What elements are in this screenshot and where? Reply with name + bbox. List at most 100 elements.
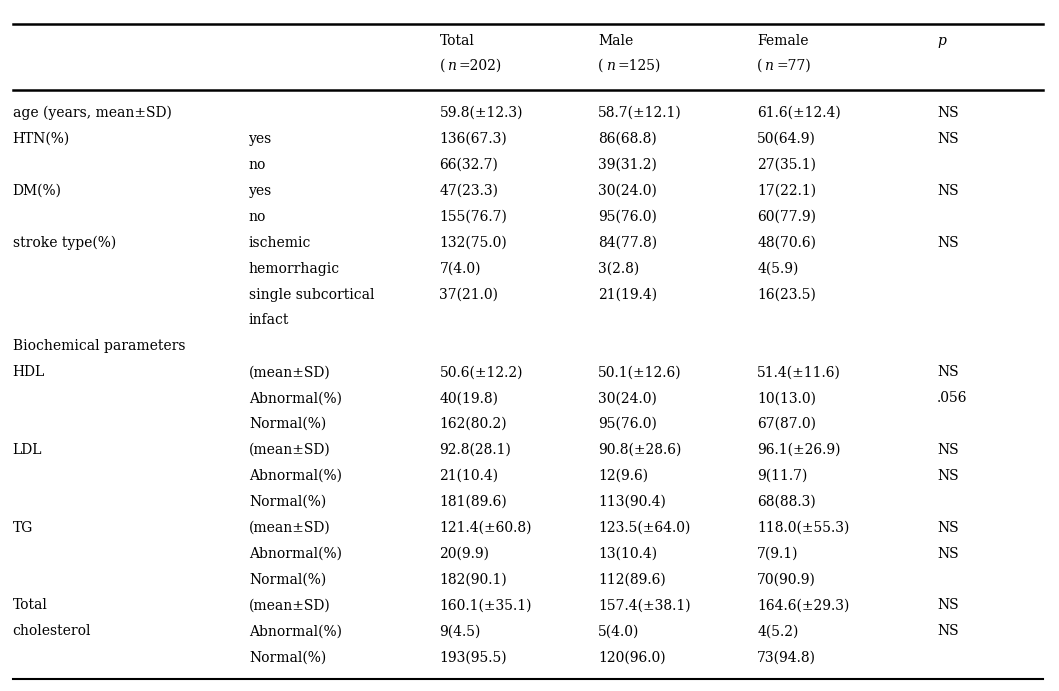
Text: 90.8(±28.6): 90.8(±28.6)	[598, 443, 682, 457]
Text: 112(89.6): 112(89.6)	[598, 573, 666, 587]
Text: 67(87.0): 67(87.0)	[757, 417, 816, 431]
Text: no: no	[249, 210, 266, 224]
Text: 37(21.0): 37(21.0)	[439, 287, 499, 301]
Text: stroke type(%): stroke type(%)	[13, 236, 115, 250]
Text: .056: .056	[937, 391, 968, 405]
Text: n: n	[606, 59, 614, 73]
Text: ischemic: ischemic	[249, 236, 311, 249]
Text: Normal(%): Normal(%)	[249, 495, 326, 509]
Text: 59.8(±12.3): 59.8(±12.3)	[439, 106, 523, 120]
Text: 30(24.0): 30(24.0)	[598, 184, 658, 198]
Text: LDL: LDL	[13, 443, 42, 457]
Text: NS: NS	[937, 469, 958, 483]
Text: 48(70.6): 48(70.6)	[757, 236, 816, 249]
Text: single subcortical: single subcortical	[249, 287, 375, 301]
Text: 68(88.3): 68(88.3)	[757, 495, 815, 509]
Text: 39(31.2): 39(31.2)	[598, 158, 658, 172]
Text: 5(4.0): 5(4.0)	[598, 625, 640, 638]
Text: 86(68.8): 86(68.8)	[598, 132, 657, 146]
Text: (: (	[439, 59, 445, 73]
Text: NS: NS	[937, 443, 958, 457]
Text: =125): =125)	[617, 59, 661, 73]
Text: DM(%): DM(%)	[13, 184, 61, 198]
Text: 50.6(±12.2): 50.6(±12.2)	[439, 366, 523, 379]
Text: HDL: HDL	[13, 366, 44, 379]
Text: TG: TG	[13, 521, 33, 535]
Text: (mean±SD): (mean±SD)	[249, 598, 330, 612]
Text: 4(5.9): 4(5.9)	[757, 262, 798, 276]
Text: Abnormal(%): Abnormal(%)	[249, 625, 342, 638]
Text: 50(64.9): 50(64.9)	[757, 132, 816, 146]
Text: p: p	[937, 35, 946, 48]
Text: 20(9.9): 20(9.9)	[439, 547, 489, 560]
Text: n: n	[765, 59, 773, 73]
Text: 30(24.0): 30(24.0)	[598, 391, 658, 405]
Text: 164.6(±29.3): 164.6(±29.3)	[757, 598, 849, 612]
Text: 182(90.1): 182(90.1)	[439, 573, 507, 587]
Text: 50.1(±12.6): 50.1(±12.6)	[598, 366, 682, 379]
Text: (mean±SD): (mean±SD)	[249, 521, 330, 535]
Text: 3(2.8): 3(2.8)	[598, 262, 640, 276]
Text: 136(67.3): 136(67.3)	[439, 132, 507, 146]
Text: 21(10.4): 21(10.4)	[439, 469, 499, 483]
Text: 96.1(±26.9): 96.1(±26.9)	[757, 443, 841, 457]
Text: 66(32.7): 66(32.7)	[439, 158, 499, 172]
Text: 120(96.0): 120(96.0)	[598, 650, 666, 664]
Text: Total: Total	[13, 598, 48, 612]
Text: infact: infact	[249, 314, 289, 328]
Text: (: (	[757, 59, 762, 73]
Text: 155(76.7): 155(76.7)	[439, 210, 507, 224]
Text: 16(23.5): 16(23.5)	[757, 287, 816, 301]
Text: Normal(%): Normal(%)	[249, 573, 326, 587]
Text: no: no	[249, 158, 266, 172]
Text: NS: NS	[937, 625, 958, 638]
Text: Normal(%): Normal(%)	[249, 650, 326, 664]
Text: Total: Total	[439, 35, 474, 48]
Text: 113(90.4): 113(90.4)	[598, 495, 666, 509]
Text: =77): =77)	[776, 59, 811, 73]
Text: Abnormal(%): Abnormal(%)	[249, 469, 342, 483]
Text: =202): =202)	[459, 59, 502, 73]
Text: 17(22.1): 17(22.1)	[757, 184, 816, 198]
Text: yes: yes	[249, 132, 272, 146]
Text: 92.8(28.1): 92.8(28.1)	[439, 443, 511, 457]
Text: 70(90.9): 70(90.9)	[757, 573, 816, 587]
Text: 160.1(±35.1): 160.1(±35.1)	[439, 598, 532, 612]
Text: 157.4(±38.1): 157.4(±38.1)	[598, 598, 690, 612]
Text: NS: NS	[937, 547, 958, 560]
Text: NS: NS	[937, 521, 958, 535]
Text: 10(13.0): 10(13.0)	[757, 391, 816, 405]
Text: 9(4.5): 9(4.5)	[439, 625, 481, 638]
Text: 60(77.9): 60(77.9)	[757, 210, 816, 224]
Text: (: (	[598, 59, 604, 73]
Text: 40(19.8): 40(19.8)	[439, 391, 499, 405]
Text: 7(4.0): 7(4.0)	[439, 262, 481, 276]
Text: Normal(%): Normal(%)	[249, 417, 326, 431]
Text: 193(95.5): 193(95.5)	[439, 650, 507, 664]
Text: NS: NS	[937, 184, 958, 198]
Text: 27(35.1): 27(35.1)	[757, 158, 816, 172]
Text: age (years, mean±SD): age (years, mean±SD)	[13, 106, 172, 120]
Text: 121.4(±60.8): 121.4(±60.8)	[439, 521, 532, 535]
Text: Male: Male	[598, 35, 633, 48]
Text: (mean±SD): (mean±SD)	[249, 366, 330, 379]
Text: 51.4(±11.6): 51.4(±11.6)	[757, 366, 841, 379]
Text: 95(76.0): 95(76.0)	[598, 417, 658, 431]
Text: NS: NS	[937, 598, 958, 612]
Text: 61.6(±12.4): 61.6(±12.4)	[757, 106, 841, 120]
Text: 95(76.0): 95(76.0)	[598, 210, 658, 224]
Text: 13(10.4): 13(10.4)	[598, 547, 658, 560]
Text: 181(89.6): 181(89.6)	[439, 495, 507, 509]
Text: 47(23.3): 47(23.3)	[439, 184, 499, 198]
Text: n: n	[447, 59, 455, 73]
Text: Abnormal(%): Abnormal(%)	[249, 391, 342, 405]
Text: Female: Female	[757, 35, 809, 48]
Text: 21(19.4): 21(19.4)	[598, 287, 658, 301]
Text: (mean±SD): (mean±SD)	[249, 443, 330, 457]
Text: Abnormal(%): Abnormal(%)	[249, 547, 342, 560]
Text: 162(80.2): 162(80.2)	[439, 417, 507, 431]
Text: 132(75.0): 132(75.0)	[439, 236, 507, 249]
Text: 73(94.8): 73(94.8)	[757, 650, 816, 664]
Text: NS: NS	[937, 236, 958, 249]
Text: Biochemical parameters: Biochemical parameters	[13, 339, 185, 353]
